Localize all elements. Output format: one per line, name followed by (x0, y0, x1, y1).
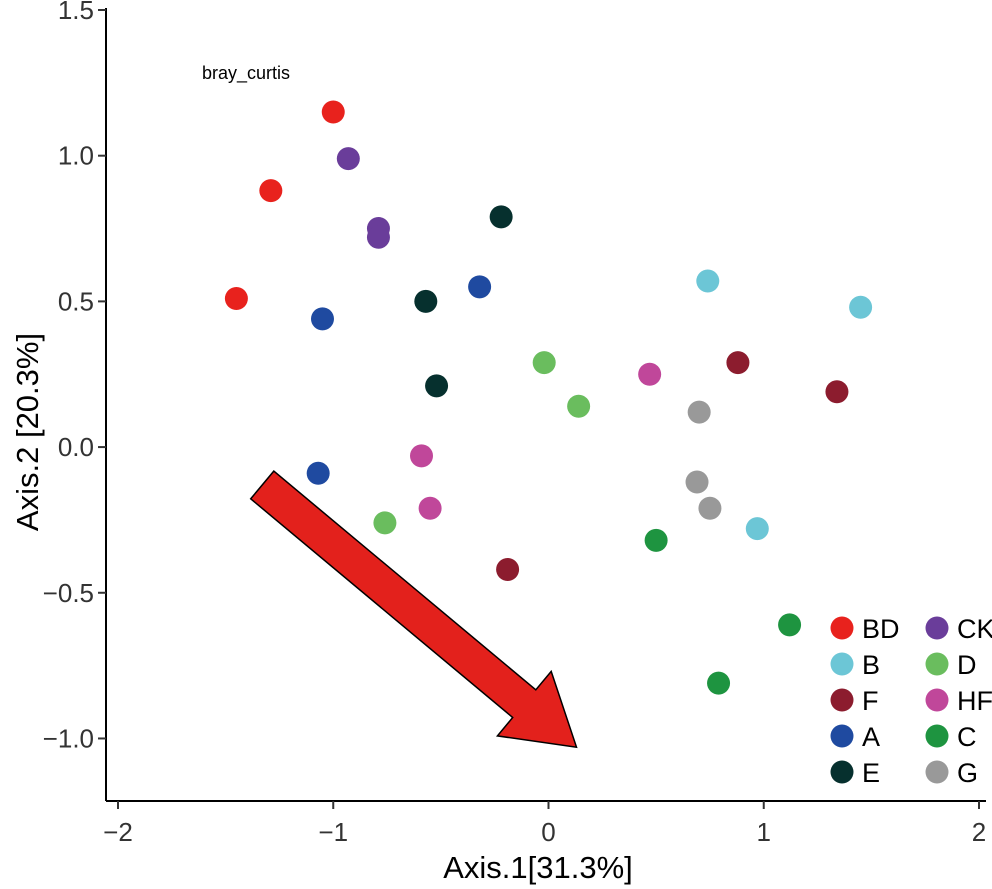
point-hf (638, 362, 662, 386)
point-d (373, 511, 397, 535)
legend-label-d: D (957, 650, 977, 680)
point-g (698, 496, 722, 520)
legend-label-ck: CK (957, 614, 992, 644)
legend-swatch-hf (925, 688, 949, 712)
x-tick-label: 2 (972, 817, 986, 847)
legend-swatch-g (925, 760, 949, 784)
x-tick-label: −2 (103, 817, 133, 847)
y-tick-label: −0.5 (43, 578, 94, 608)
point-b (849, 295, 873, 319)
legend-swatch-bd (830, 616, 854, 640)
point-g (687, 400, 711, 424)
legend-label-b: B (862, 650, 880, 680)
axes (105, 8, 986, 802)
point-e (489, 205, 513, 229)
legend-label-bd: BD (862, 614, 900, 644)
x-axis-title: Axis.1[31.3%] (443, 850, 633, 885)
legend-label-f: F (862, 686, 879, 716)
point-f (496, 557, 520, 581)
x-tick-label: 0 (541, 817, 555, 847)
legend-label-a: A (862, 722, 880, 752)
point-e (414, 289, 438, 313)
point-c (778, 613, 802, 637)
x-tick-label: −1 (318, 817, 348, 847)
y-tick-label: 1.5 (58, 0, 94, 25)
plot-annotation: bray_curtis (202, 63, 290, 84)
point-a (310, 307, 334, 331)
point-ck (366, 225, 390, 249)
x-tick-label: 1 (757, 817, 771, 847)
legend-swatch-c (925, 724, 949, 748)
point-g (685, 470, 709, 494)
point-hf (418, 496, 442, 520)
point-f (726, 351, 750, 375)
point-d (567, 394, 591, 418)
point-bd (259, 179, 283, 203)
legend-swatch-ck (925, 616, 949, 640)
point-e (425, 374, 449, 398)
y-tick-label: 0.5 (58, 286, 94, 316)
legend: BD CKB DF HFA CE G (830, 614, 992, 788)
legend-swatch-a (830, 724, 854, 748)
trend-arrow (249, 470, 578, 749)
point-b (696, 269, 720, 293)
y-axis-title: Axis.2 [20.3%] (10, 333, 45, 531)
point-c (707, 671, 731, 695)
legend-swatch-e (830, 760, 854, 784)
point-b (745, 517, 769, 541)
y-tick-label: −1.0 (43, 723, 94, 753)
point-a (306, 461, 330, 485)
y-tick-label: 1.0 (58, 141, 94, 171)
data-points (224, 100, 873, 695)
point-hf (410, 444, 434, 468)
legend-swatch-f (830, 688, 854, 712)
legend-swatch-b (830, 652, 854, 676)
legend-label-c: C (957, 722, 977, 752)
point-ck (336, 147, 360, 171)
y-tick-label: 0.0 (58, 432, 94, 462)
legend-swatch-d (925, 652, 949, 676)
point-bd (224, 286, 248, 310)
point-d (532, 351, 556, 375)
legend-label-e: E (862, 758, 880, 788)
point-bd (321, 100, 345, 124)
point-f (825, 380, 849, 404)
point-a (468, 275, 492, 299)
point-c (644, 528, 668, 552)
legend-label-hf: HF (957, 686, 992, 716)
ticks: −2 −1 0 1 2 1.5 1.0 0.5 0.0 −0.5 −1.0 (43, 0, 987, 847)
legend-label-g: G (957, 758, 978, 788)
arrow-shape (249, 470, 578, 749)
